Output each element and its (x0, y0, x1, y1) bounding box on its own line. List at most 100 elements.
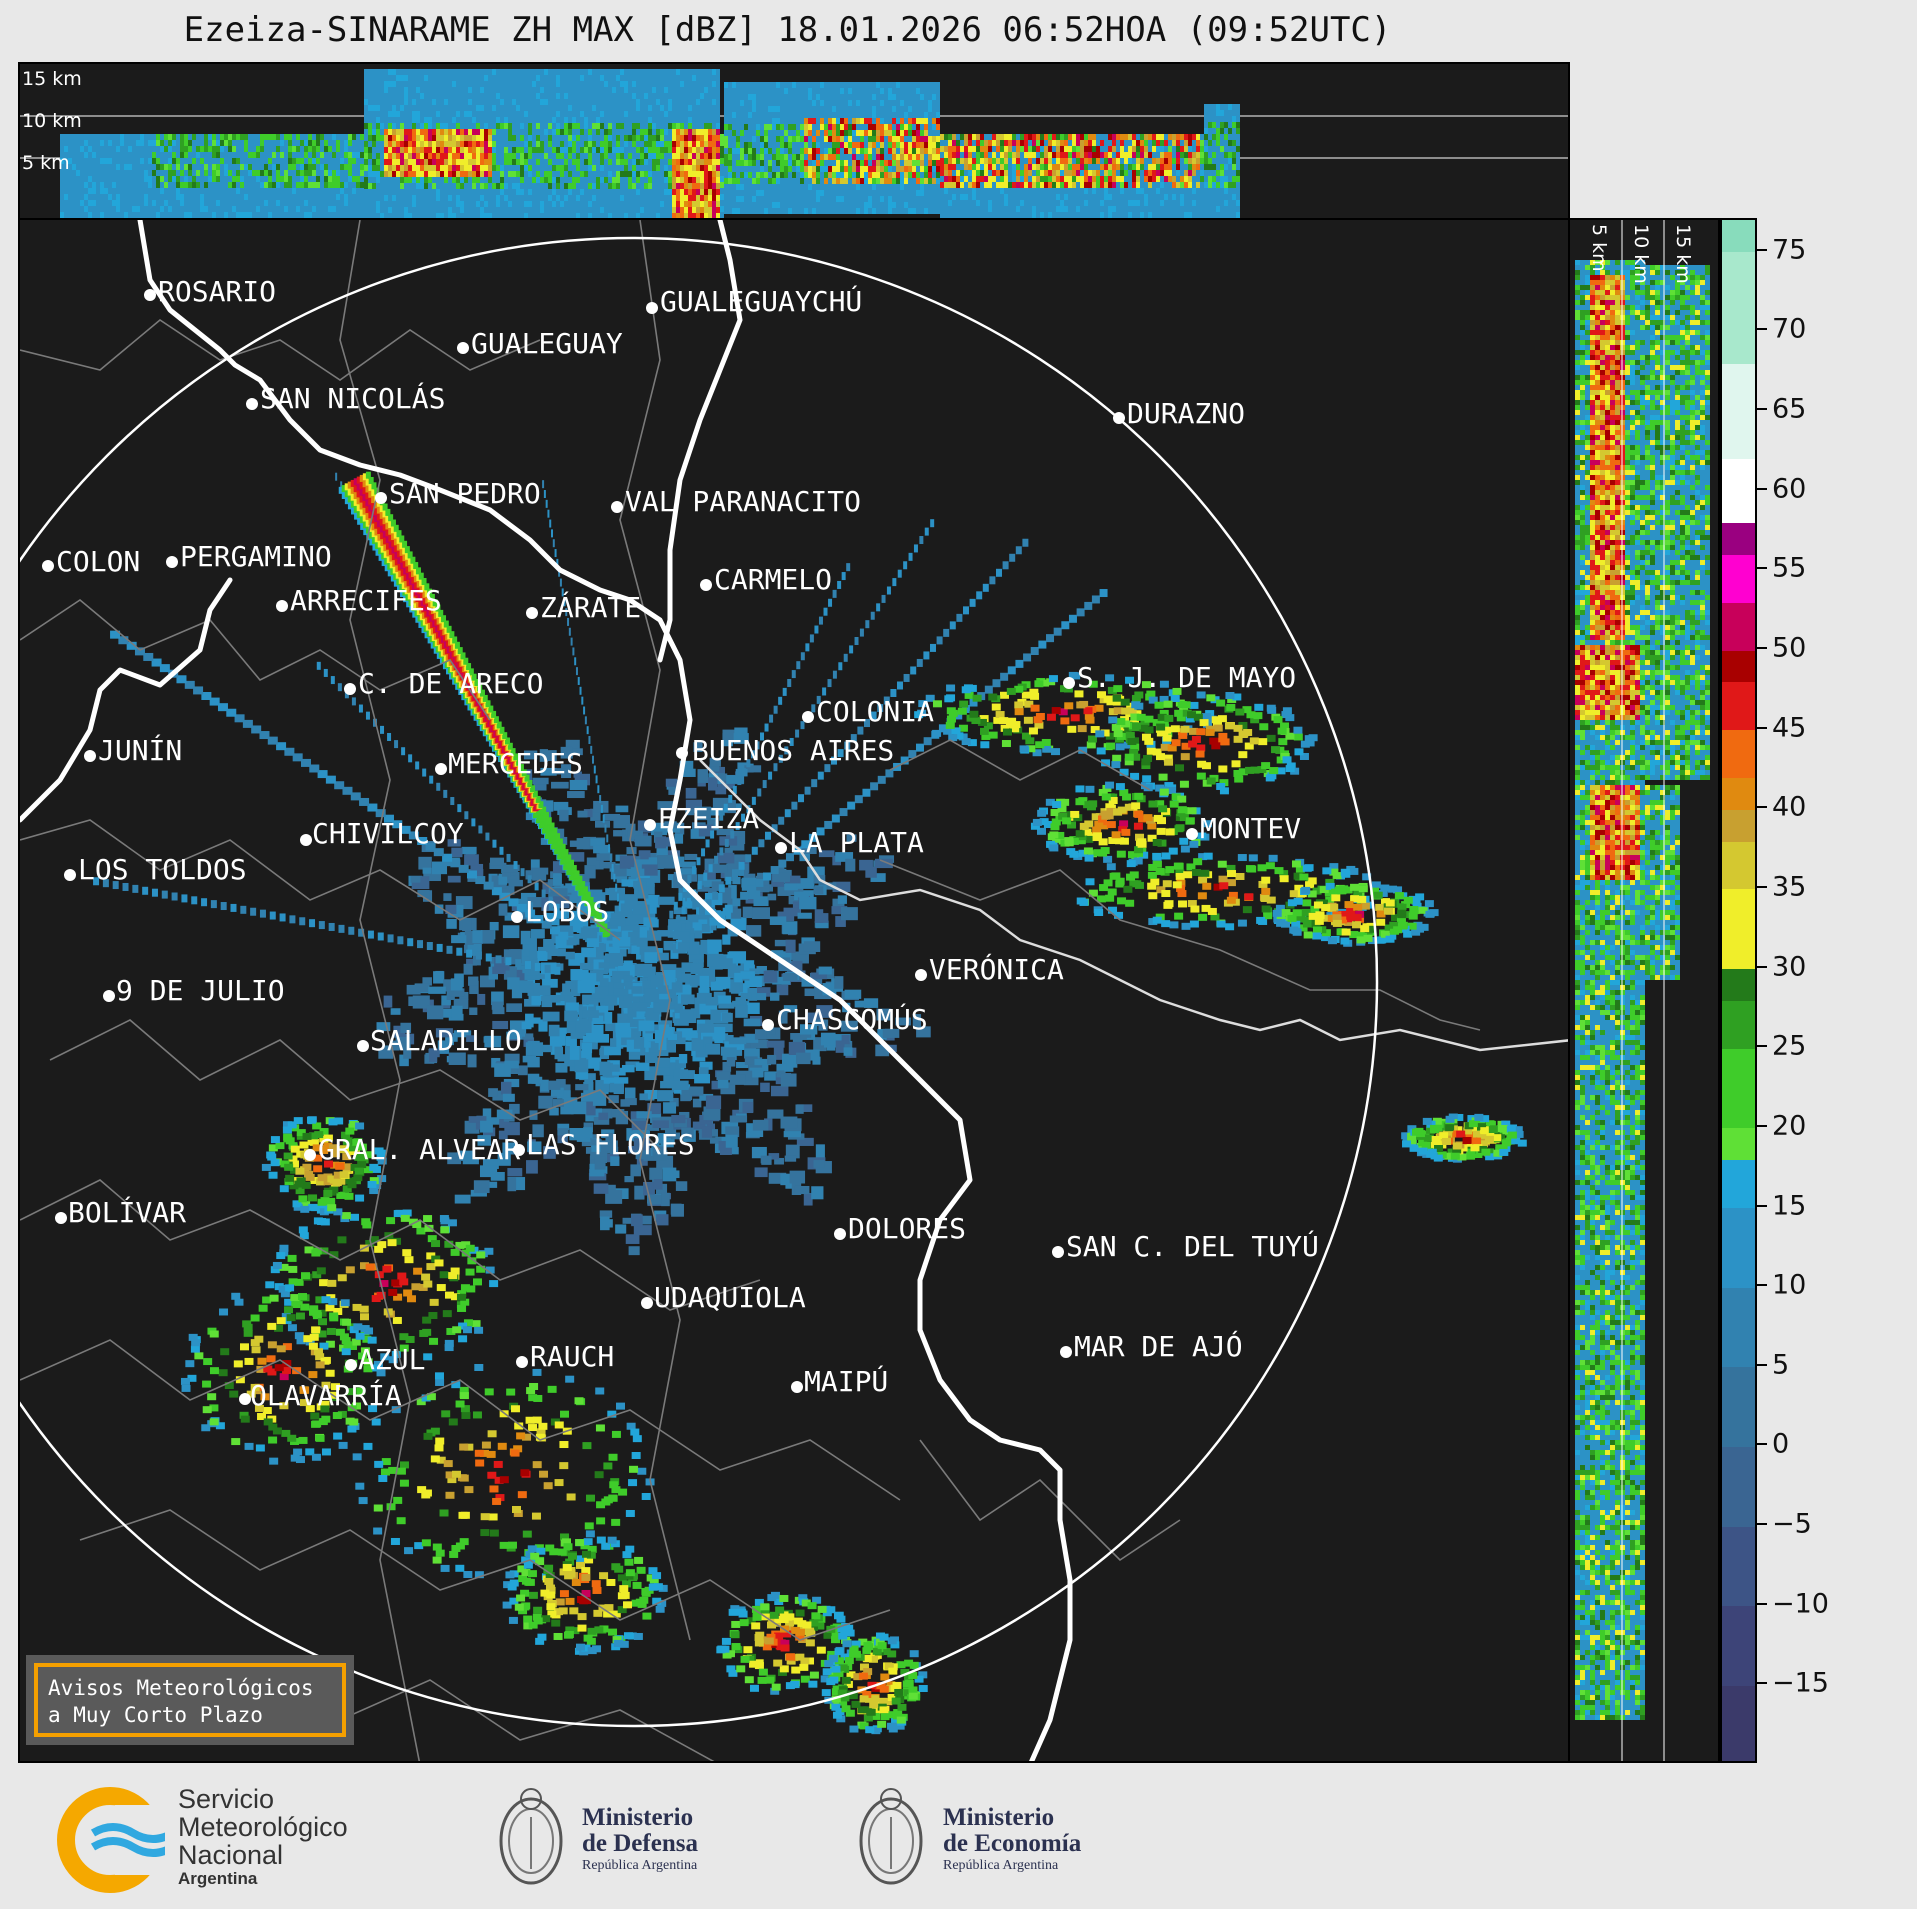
top-echo-pixel (640, 105, 644, 111)
top-echo-pixel (796, 190, 800, 196)
top-echo-pixel (340, 140, 344, 146)
top-echo-pixel (852, 142, 856, 148)
top-echo-pixel (688, 93, 692, 99)
top-echo-pixel (828, 166, 832, 172)
top-echo-pixel (748, 88, 752, 94)
top-echo-pixel (480, 147, 484, 153)
top-echo-pixel (384, 87, 388, 93)
top-echo-pixel (612, 135, 616, 141)
top-echo-pixel (764, 136, 768, 142)
top-echo-pixel (1052, 164, 1056, 170)
top-echo-pixel (880, 178, 884, 184)
top-echo-pixel (584, 81, 588, 87)
top-echo-pixel (976, 134, 980, 140)
top-echo-pixel (876, 94, 880, 100)
top-echo-pixel (644, 75, 648, 81)
top-echo-pixel (560, 129, 564, 135)
top-echo-pixel (828, 196, 832, 202)
top-echo-pixel (288, 206, 292, 212)
top-echo-pixel (800, 94, 804, 100)
top-echo-pixel (404, 105, 408, 111)
top-echo-pixel (700, 75, 704, 81)
top-echo-pixel (92, 176, 96, 182)
top-echo-pixel (364, 171, 368, 177)
top-echo-pixel (632, 99, 636, 105)
top-echo-pixel (196, 158, 200, 164)
top-echo-pixel (944, 164, 948, 170)
top-echo-pixel (632, 165, 636, 171)
top-echo-pixel (144, 194, 148, 200)
top-echo-pixel (256, 164, 260, 170)
top-echo-pixel (556, 117, 560, 123)
top-echo-pixel (180, 140, 184, 146)
top-echo-pixel (640, 93, 644, 99)
top-echo-pixel (492, 141, 496, 147)
top-echo-pixel (488, 213, 492, 218)
top-echo-pixel (436, 183, 440, 189)
top-echo-pixel (164, 170, 168, 176)
top-echo-pixel (1060, 164, 1064, 170)
top-echo-pixel (444, 105, 448, 111)
top-echo-pixel (620, 81, 624, 87)
top-echo-pixel (584, 75, 588, 81)
top-echo-pixel (652, 171, 656, 177)
top-echo-pixel (84, 146, 88, 152)
top-echo-pixel (236, 206, 240, 212)
top-echo-pixel (672, 153, 676, 159)
top-echo-pixel (304, 158, 308, 164)
top-echo-pixel (752, 160, 756, 166)
top-echo-pixel (800, 202, 804, 208)
top-echo-pixel (796, 148, 800, 154)
top-echo-pixel (304, 152, 308, 158)
top-echo-pixel (388, 147, 392, 153)
top-echo-pixel (956, 182, 960, 188)
top-echo-pixel (444, 153, 448, 159)
top-echo-pixel (588, 141, 592, 147)
top-echo-pixel (508, 183, 512, 189)
top-echo-pixel (928, 88, 932, 94)
top-echo-pixel (144, 158, 148, 164)
top-echo-pixel (88, 158, 92, 164)
top-echo-pixel (432, 111, 436, 117)
top-echo-pixel (648, 117, 652, 123)
top-echo-pixel (360, 152, 364, 158)
top-echo-pixel (148, 194, 152, 200)
top-echo-pixel (228, 134, 232, 140)
top-echo-pixel (596, 87, 600, 93)
top-echo-pixel (932, 154, 936, 160)
top-echo-pixel (148, 146, 152, 152)
top-echo-pixel (920, 208, 924, 214)
top-echo-pixel (600, 213, 604, 218)
top-echo-pixel (460, 123, 464, 129)
top-echo-pixel (192, 200, 196, 206)
top-echo-pixel (476, 177, 480, 183)
top-echo-pixel (368, 183, 372, 189)
top-echo-pixel (904, 88, 908, 94)
top-echo-pixel (940, 200, 944, 206)
top-echo-pixel (480, 213, 484, 218)
top-echo-pixel (428, 69, 432, 75)
top-echo-pixel (432, 171, 436, 177)
top-echo-pixel (828, 100, 832, 106)
top-echo-pixel (680, 189, 684, 195)
top-echo-pixel (888, 166, 892, 172)
top-echo-pixel (796, 202, 800, 208)
top-echo-pixel (536, 195, 540, 201)
top-echo-pixel (284, 170, 288, 176)
top-echo-pixel (192, 152, 196, 158)
top-echo-pixel (960, 212, 964, 218)
top-echo-pixel (616, 75, 620, 81)
top-echo-pixel (220, 212, 224, 218)
top-echo-pixel (688, 105, 692, 111)
top-echo-pixel (420, 87, 424, 93)
top-echo-pixel (924, 106, 928, 112)
top-echo-pixel (332, 152, 336, 158)
top-echo-pixel (524, 111, 528, 117)
top-echo-pixel (224, 134, 228, 140)
top-echo-pixel (80, 158, 84, 164)
top-echo-pixel (568, 153, 572, 159)
top-echo-pixel (972, 134, 976, 140)
top-echo-pixel (892, 184, 896, 190)
top-echo-pixel (528, 81, 532, 87)
top-echo-pixel (820, 202, 824, 208)
